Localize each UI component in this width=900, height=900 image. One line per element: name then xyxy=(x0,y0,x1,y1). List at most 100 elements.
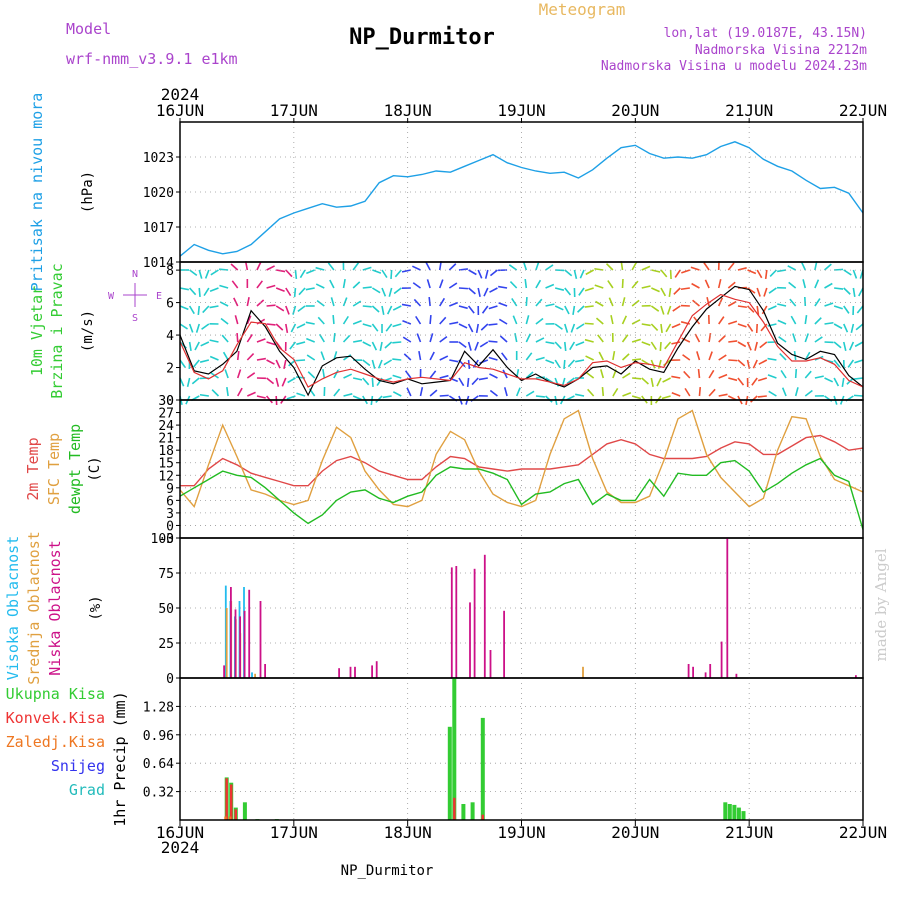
clouds-bar-niska-oblacnost xyxy=(489,650,492,678)
wind-arrow xyxy=(352,395,362,401)
wind-arrow xyxy=(737,377,745,386)
precip-ytick-label: 1.28 xyxy=(143,700,174,715)
wind-arrow xyxy=(333,369,339,379)
wind-arrow xyxy=(198,269,203,279)
wind-arrow xyxy=(843,305,850,314)
wind-arrow xyxy=(545,341,555,345)
wind-arrow xyxy=(426,279,431,289)
wind-arrow xyxy=(576,323,585,330)
wind-arrow xyxy=(833,323,843,330)
wind-arrow xyxy=(576,305,585,313)
clouds-bar-niska-oblacnost xyxy=(338,668,340,678)
wind-arrow xyxy=(188,305,195,315)
wind-arrow xyxy=(545,283,555,289)
wind-arrow xyxy=(488,305,498,310)
wind-arrow xyxy=(275,287,285,292)
wind-arrow xyxy=(371,341,378,351)
wind-arrow xyxy=(706,297,710,307)
wind-arrow xyxy=(371,377,374,388)
precip-bar-ukupna-kisa xyxy=(741,811,746,820)
wind-arrow xyxy=(352,281,361,289)
wind-arrow xyxy=(575,359,585,363)
wind-arrow xyxy=(392,323,402,328)
wind-arrow xyxy=(554,287,565,291)
wind-arrow xyxy=(621,353,630,361)
wind-arrow xyxy=(179,359,186,368)
wind-arrow xyxy=(179,305,189,311)
wind-ylabel-line1: 10m Vjetar xyxy=(28,286,46,376)
wind-ytick-label: 8 xyxy=(166,264,174,279)
precip-bar-ukupna-kisa xyxy=(732,804,737,820)
clouds-bar-niska-oblacnost xyxy=(349,666,352,678)
clouds-bar-niska-oblacnost xyxy=(692,666,694,678)
wind-arrow xyxy=(477,269,483,279)
x-axis-top-label: 20JUN xyxy=(611,101,659,120)
clouds-bar-niska-oblacnost xyxy=(855,675,857,678)
wind-arrow xyxy=(233,297,239,307)
wind-arrow xyxy=(597,334,604,343)
temperature-ytick-label: 21 xyxy=(158,432,174,447)
wind-arrow xyxy=(179,323,188,330)
wind-arrow xyxy=(201,323,210,330)
wind-arrow xyxy=(246,297,250,307)
wind-arrow xyxy=(315,266,325,271)
wind-arrow xyxy=(467,305,475,314)
wind-arrow xyxy=(756,269,763,279)
precip-bar-konvek-kisa xyxy=(453,797,456,820)
wind-arrow xyxy=(429,370,437,379)
precip-bar-ukupna-kisa xyxy=(727,804,732,820)
wind-arrow xyxy=(746,323,754,332)
precip-bar-ukupna-kisa xyxy=(452,678,457,820)
wind-arrow xyxy=(598,351,604,361)
wind-arrow xyxy=(622,372,631,379)
model-label: Model xyxy=(66,20,111,38)
wind-arrow xyxy=(275,377,280,387)
precip-ytick-label: 0.96 xyxy=(143,729,174,744)
wind-arrow xyxy=(728,320,738,325)
wind-arrow xyxy=(564,269,573,277)
wind-arrow xyxy=(708,388,716,397)
clouds-ytick-label: 25 xyxy=(158,637,174,652)
wind-arrow xyxy=(285,269,293,278)
clouds-bar-niska-oblacnost xyxy=(709,664,712,678)
wind-arrow xyxy=(584,287,594,292)
clouds-bar-niska-oblacnost xyxy=(259,601,262,678)
compass-north: N xyxy=(132,269,138,280)
wind-arrow xyxy=(814,375,824,379)
clouds-bar-niska-oblacnost xyxy=(473,568,476,678)
wind-arrow xyxy=(429,389,438,397)
wind-arrow xyxy=(474,341,479,351)
wind-arrow xyxy=(525,333,531,343)
clouds-bar-niska-oblacnost xyxy=(264,664,266,678)
wind-arrow xyxy=(641,341,651,346)
wind-arrow xyxy=(778,336,787,343)
x-axis-bottom-year: 2024 xyxy=(161,838,200,857)
wind-arrow xyxy=(668,287,672,298)
wind-arrow xyxy=(804,370,812,379)
wind-arrow xyxy=(428,296,431,307)
wind-arrow xyxy=(563,341,567,352)
wind-arrow xyxy=(498,285,508,289)
wind-arrow xyxy=(333,388,341,397)
wind-arrow xyxy=(246,315,252,325)
wind-arrow xyxy=(746,341,752,351)
wind-arrow xyxy=(579,269,585,279)
wind-arrow xyxy=(458,323,468,329)
pressure-ylabel: Pritisak na nivou mora xyxy=(28,93,46,292)
wind-arrow xyxy=(481,305,489,314)
wind-arrow xyxy=(641,285,651,289)
x-axis-top-label: 22JUN xyxy=(839,101,887,120)
wind-arrow xyxy=(381,287,387,297)
wind-arrow xyxy=(800,261,807,271)
wind-arrow xyxy=(404,370,412,379)
wind-arrow xyxy=(525,371,534,379)
temperature-ytick-label: 30 xyxy=(158,394,174,409)
wind-arrow xyxy=(693,316,701,325)
wind-arrow xyxy=(343,373,353,379)
wind-arrow xyxy=(330,297,335,307)
pressure-unit: (hPa) xyxy=(80,171,96,213)
temperature-ytick-label: 6 xyxy=(166,494,174,509)
wind-arrow xyxy=(767,357,777,361)
wind-arrow xyxy=(210,269,219,276)
wind-arrow xyxy=(650,377,654,387)
